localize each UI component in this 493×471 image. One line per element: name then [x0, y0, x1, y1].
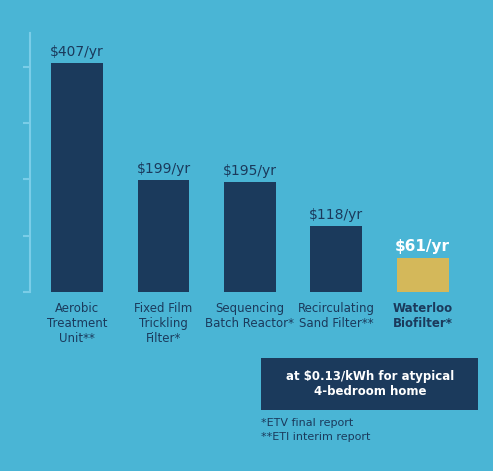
Text: $118/yr: $118/yr [309, 208, 363, 222]
Text: **ETI interim report: **ETI interim report [261, 432, 371, 442]
Text: $195/yr: $195/yr [223, 164, 277, 178]
Bar [224, 182, 276, 292]
Bar [138, 180, 189, 292]
Text: $199/yr: $199/yr [137, 162, 191, 176]
Text: at $0.13/kWh for atypical
4-bedroom home: at $0.13/kWh for atypical 4-bedroom home [285, 370, 454, 398]
Text: $407/yr: $407/yr [50, 45, 104, 59]
Bar [311, 226, 362, 292]
Text: $61/yr: $61/yr [395, 239, 450, 254]
Bar [51, 63, 103, 292]
Text: *ETV final report: *ETV final report [261, 418, 353, 428]
Bar [397, 258, 449, 292]
